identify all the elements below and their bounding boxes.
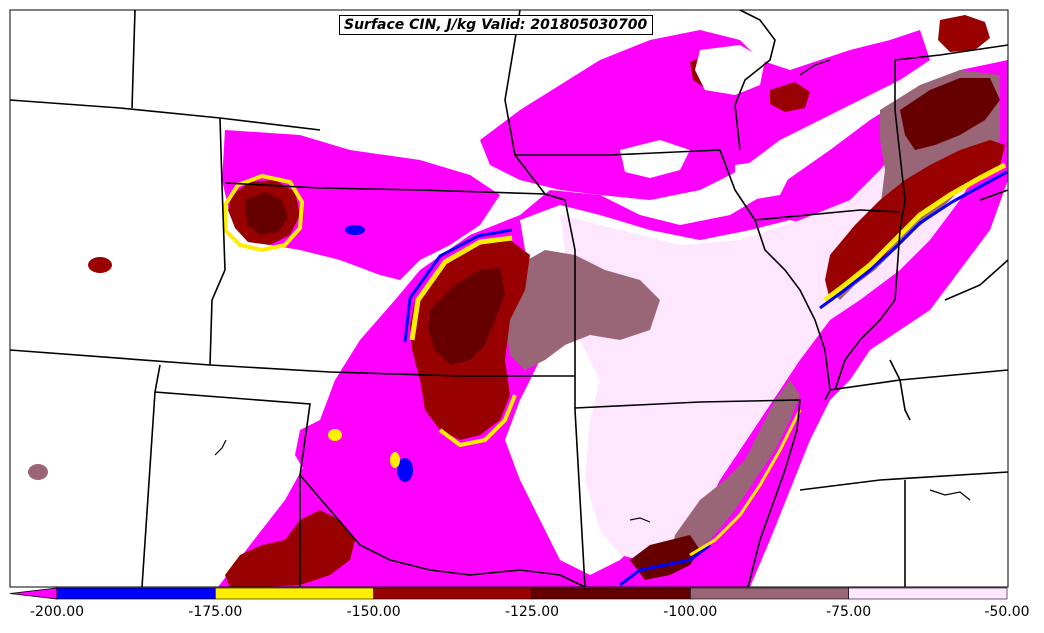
cin-blob-red-3 bbox=[88, 257, 112, 273]
colorbar-tick-label: -50.00 bbox=[984, 604, 1030, 620]
cin-region-darkred-ks-blob bbox=[245, 192, 288, 235]
cin-blob-blue-1 bbox=[345, 225, 365, 235]
cin-blob-blue-2 bbox=[397, 458, 413, 482]
cin-blob-yellow-2 bbox=[328, 429, 342, 441]
cin-edge-yellow-ks bbox=[223, 173, 305, 253]
cin-region-darkred-east bbox=[900, 78, 1000, 150]
cin-edge-yellow-south bbox=[438, 394, 517, 448]
cin-region-magenta-west bbox=[222, 130, 500, 280]
lake-outlines bbox=[214, 59, 971, 523]
cin-region-red-south bbox=[225, 510, 355, 587]
cin-edge-yellow-se bbox=[689, 409, 802, 557]
map-title: Surface CIN, J/kg Valid: 201805030700 bbox=[339, 15, 654, 35]
cin-edge-blue-east bbox=[819, 170, 1008, 310]
colorbar-bin bbox=[215, 587, 374, 600]
cin-edge-blue-south bbox=[619, 543, 711, 587]
state-boundaries bbox=[9, 9, 1009, 588]
cin-hole-2 bbox=[620, 140, 690, 178]
cin-region-mauve-2 bbox=[505, 250, 660, 370]
cin-blob-mauve-4 bbox=[28, 464, 48, 480]
cin-edge-yellow-west bbox=[409, 235, 513, 341]
colorbar-tick-label: -100.00 bbox=[663, 604, 718, 620]
colorbar-bin bbox=[56, 587, 216, 600]
colorbar-tick-label: -75.00 bbox=[826, 604, 872, 620]
cin-edge-yellow-east bbox=[823, 162, 1007, 302]
colorbar-extend-triangle bbox=[9, 587, 58, 600]
colorbar-tick-label: -150.00 bbox=[346, 604, 401, 620]
colorbar-bin bbox=[690, 587, 849, 600]
colorbar-bin bbox=[373, 587, 533, 600]
cin-region-darkred-west-ok bbox=[428, 268, 505, 365]
cin-region-magenta-north bbox=[480, 30, 930, 200]
colorbar-bin bbox=[848, 587, 1008, 600]
colorbar-tick-label: -175.00 bbox=[188, 604, 243, 620]
colorbar-bin bbox=[531, 587, 691, 600]
map-frame bbox=[9, 9, 1009, 588]
cin-edge-blue-west bbox=[403, 228, 513, 343]
colorbar-tick-label: -200.00 bbox=[29, 604, 85, 620]
cin-blob-yellow-1 bbox=[390, 452, 400, 468]
cin-region-red-north-2 bbox=[770, 82, 810, 112]
cin-region-mauve-3 bbox=[670, 380, 800, 560]
colorbar bbox=[9, 587, 1008, 600]
cin-hole-3 bbox=[735, 160, 790, 200]
cin-hole-1 bbox=[695, 45, 765, 95]
cin-region-red-ne bbox=[938, 15, 990, 52]
colorbar-tick-label: -125.00 bbox=[504, 604, 560, 620]
